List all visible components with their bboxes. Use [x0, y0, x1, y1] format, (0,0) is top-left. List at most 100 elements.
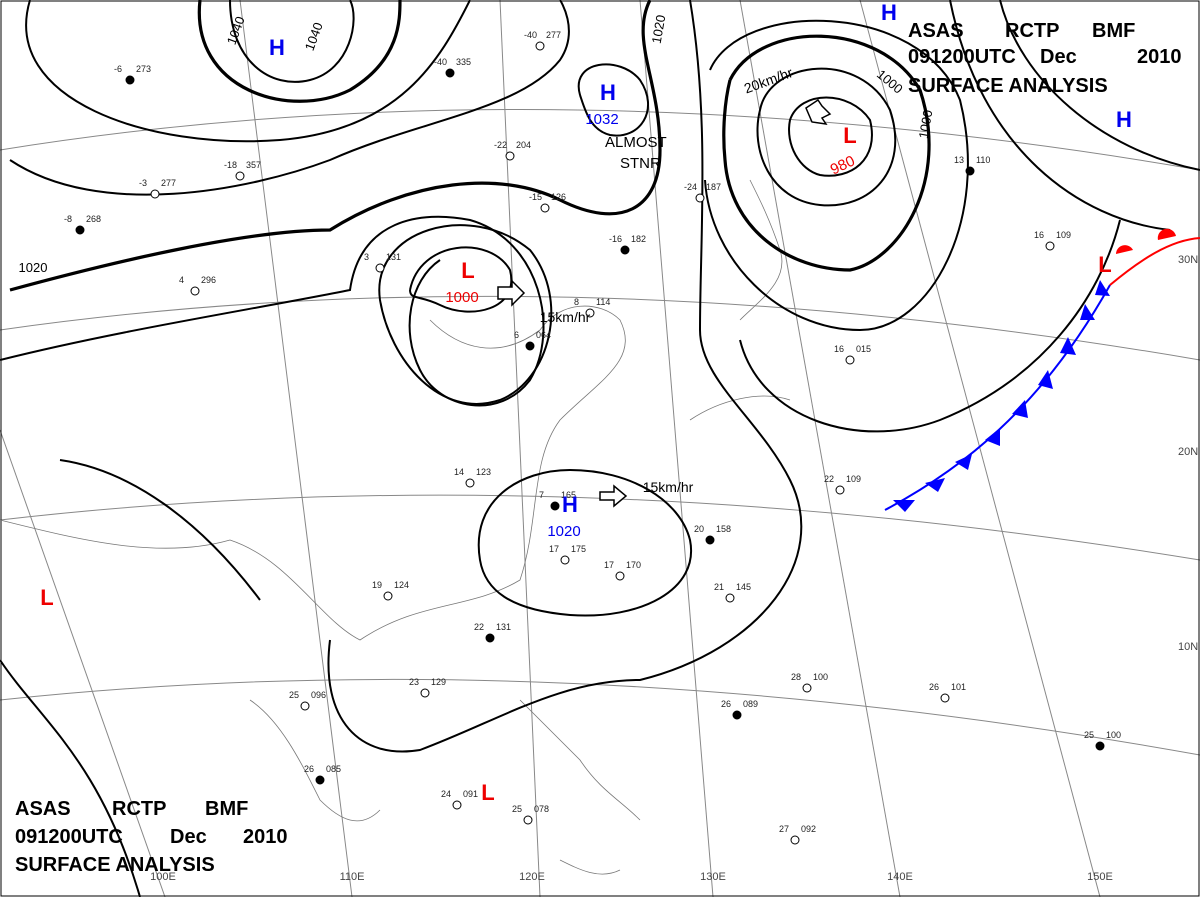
- station-marker: [940, 693, 950, 703]
- station-marker: [505, 151, 515, 161]
- fronts: [884, 228, 1200, 512]
- pressure-center-symbol: H: [881, 0, 897, 25]
- station-pressure: 109: [846, 474, 861, 484]
- station-temperature: 21: [714, 582, 724, 592]
- station-temperature: 25: [1084, 730, 1094, 740]
- pressure-center-symbol: H: [600, 80, 616, 105]
- station-pressure: 124: [394, 580, 409, 590]
- station-pressure: 096: [311, 690, 326, 700]
- longitude-label: 100E: [150, 871, 176, 883]
- station-temperature: -24: [684, 182, 697, 192]
- header-top-1: ASAS: [908, 20, 964, 42]
- header-top-2: 091200UTC: [908, 46, 1016, 68]
- station-temperature: 23: [409, 677, 419, 687]
- station-temperature: -6: [114, 64, 122, 74]
- station-marker: [725, 593, 735, 603]
- station-pressure: 145: [736, 582, 751, 592]
- station-pressure: 126: [551, 192, 566, 202]
- station-pressure: 175: [571, 544, 586, 554]
- station-pressure: 092: [801, 824, 816, 834]
- isobar-label: 1020: [649, 14, 669, 45]
- station-temperature: 25: [512, 804, 522, 814]
- station-pressure: 101: [951, 682, 966, 692]
- header-top-1: BMF: [1092, 20, 1135, 42]
- annotation: ALMOST: [605, 134, 667, 151]
- station-temperature: 22: [824, 474, 834, 484]
- station-marker: [315, 775, 325, 785]
- station-marker: [965, 166, 975, 176]
- station-temperature: 14: [454, 467, 464, 477]
- station-temperature: -40: [434, 57, 447, 67]
- station-marker: [190, 286, 200, 296]
- pressure-center-symbol: L: [40, 585, 53, 610]
- pressure-center-symbol: H: [269, 35, 285, 60]
- station-temperature: 26: [929, 682, 939, 692]
- station-temperature: 26: [721, 699, 731, 709]
- latitude-label: 20N: [1178, 446, 1198, 458]
- station-marker: [585, 308, 595, 318]
- latitude-label: 10N: [1178, 641, 1198, 653]
- pressure-center-value: 1000: [445, 289, 478, 306]
- station-pressure: 110: [976, 155, 990, 165]
- station-temperature: -40: [524, 30, 537, 40]
- station-marker: [550, 501, 560, 511]
- station-marker: [452, 800, 462, 810]
- station-marker: [445, 68, 455, 78]
- longitude-label: 150E: [1087, 871, 1113, 883]
- station-marker: [125, 75, 135, 85]
- station-marker: [790, 835, 800, 845]
- station-pressure: 335: [456, 57, 471, 67]
- header-bottom-1: RCTP: [112, 798, 166, 820]
- motion-label: 15km/hr: [643, 479, 694, 495]
- station-pressure: 100: [1106, 730, 1121, 740]
- station-pressure: 114: [596, 297, 610, 307]
- station-temperature: 16: [834, 344, 844, 354]
- station-pressure: 015: [856, 344, 871, 354]
- header-top-2: Dec: [1040, 46, 1077, 68]
- station-pressure: 204: [516, 140, 531, 150]
- station-pressure: 131: [386, 252, 401, 262]
- station-temperature: 13: [954, 155, 964, 165]
- header-top-3: SURFACE ANALYSIS: [908, 75, 1108, 97]
- station-temperature: 25: [289, 690, 299, 700]
- pressure-center-symbol: L: [461, 258, 474, 283]
- station-temperature: 17: [604, 560, 614, 570]
- station-temperature: 22: [474, 622, 484, 632]
- station-pressure: 296: [201, 275, 216, 285]
- station-marker: [235, 171, 245, 181]
- station-temperature: 19: [372, 580, 382, 590]
- header-bottom-2: 2010: [243, 826, 288, 848]
- station-marker: [300, 701, 310, 711]
- station-marker: [485, 633, 495, 643]
- header-bottom-1: BMF: [205, 798, 248, 820]
- station-pressure: 182: [631, 234, 646, 244]
- header-bottom-2: Dec: [170, 826, 207, 848]
- station-marker: [845, 355, 855, 365]
- station-pressure: 109: [1056, 230, 1071, 240]
- station-temperature: 26: [304, 764, 314, 774]
- header-top-2: 2010: [1137, 46, 1182, 68]
- isobar-label: 1000: [916, 109, 936, 140]
- motion-label: 15km/hr: [540, 309, 591, 325]
- station-marker: [1095, 741, 1105, 751]
- pressure-center-symbol: L: [1098, 252, 1111, 277]
- station-pressure: 100: [813, 672, 828, 682]
- longitude-label: 120E: [519, 871, 545, 883]
- station-marker: [1045, 241, 1055, 251]
- station-temperature: -18: [224, 160, 237, 170]
- header-bottom-1: ASAS: [15, 798, 71, 820]
- longitude-label: 130E: [700, 871, 726, 883]
- station-marker: [540, 203, 550, 213]
- station-pressure: 268: [86, 214, 101, 224]
- station-temperature: 8: [574, 297, 579, 307]
- station-pressure: 131: [496, 622, 511, 632]
- station-temperature: 27: [779, 824, 789, 834]
- header-top-1: RCTP: [1005, 20, 1059, 42]
- station-marker: [523, 815, 533, 825]
- isobar-label: 1020: [19, 260, 48, 275]
- station-pressure: 273: [136, 64, 151, 74]
- motion-arrows: [497, 98, 832, 508]
